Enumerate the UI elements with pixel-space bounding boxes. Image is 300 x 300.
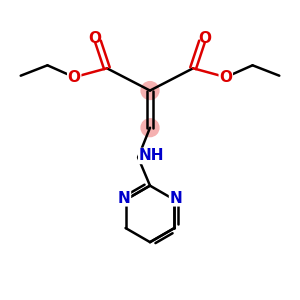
Circle shape (141, 119, 159, 136)
Text: O: O (68, 70, 81, 85)
Text: O: O (219, 70, 232, 85)
Text: O: O (199, 31, 212, 46)
Circle shape (141, 82, 159, 100)
Text: O: O (88, 31, 101, 46)
Text: NH: NH (139, 148, 164, 164)
Text: N: N (169, 191, 182, 206)
Text: N: N (118, 191, 130, 206)
